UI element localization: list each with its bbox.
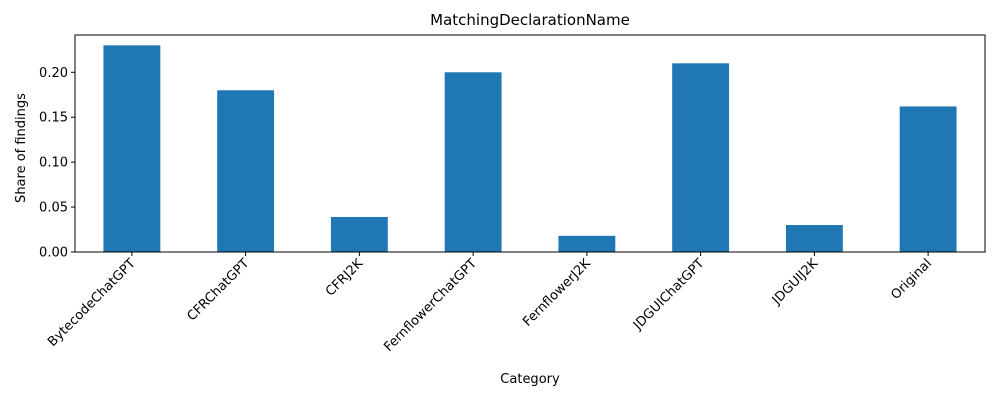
bar-fernflowerj2k <box>558 235 616 252</box>
y-axis-label: Share of findings <box>14 93 29 203</box>
bar-original <box>899 106 957 252</box>
bar-bytecodechatgpt <box>103 45 161 253</box>
bar-cfrj2k <box>330 216 388 252</box>
y-tick-label: 0.00 <box>39 246 68 261</box>
bar-jdguij2k <box>785 225 843 252</box>
x-tick-label: FernflowerChatGPT <box>381 256 480 355</box>
x-tick-label: FernflowerJ2K <box>520 256 594 330</box>
x-tick-label: CFRJ2K <box>323 256 367 300</box>
x-axis-label: Category <box>500 372 560 387</box>
bar-cfrchatgpt <box>217 90 275 253</box>
plot-frame <box>74 34 986 253</box>
x-tick-label: CFRChatGPT <box>184 256 252 324</box>
y-tick-label: 0.20 <box>39 66 68 81</box>
y-tick-label: 0.10 <box>39 156 68 171</box>
plot-area: 0.00 0.05 0.10 0.15 0.20 BytecodeChatGPT CFRCh… <box>39 34 986 355</box>
y-tick-label: 0.05 <box>39 201 68 216</box>
bar-fernflowerchatgpt <box>444 72 502 252</box>
x-tick-label: JDGUIJ2K <box>769 256 822 309</box>
chart-title: MatchingDeclarationName <box>430 11 630 29</box>
bar-jdguichatgpt <box>672 63 730 252</box>
x-tick-label: Original <box>888 256 935 303</box>
y-tick-label: 0.15 <box>39 111 68 126</box>
x-tick-label: BytecodeChatGPT <box>45 256 139 350</box>
x-tick-label: JDGUIChatGPT <box>630 256 707 333</box>
